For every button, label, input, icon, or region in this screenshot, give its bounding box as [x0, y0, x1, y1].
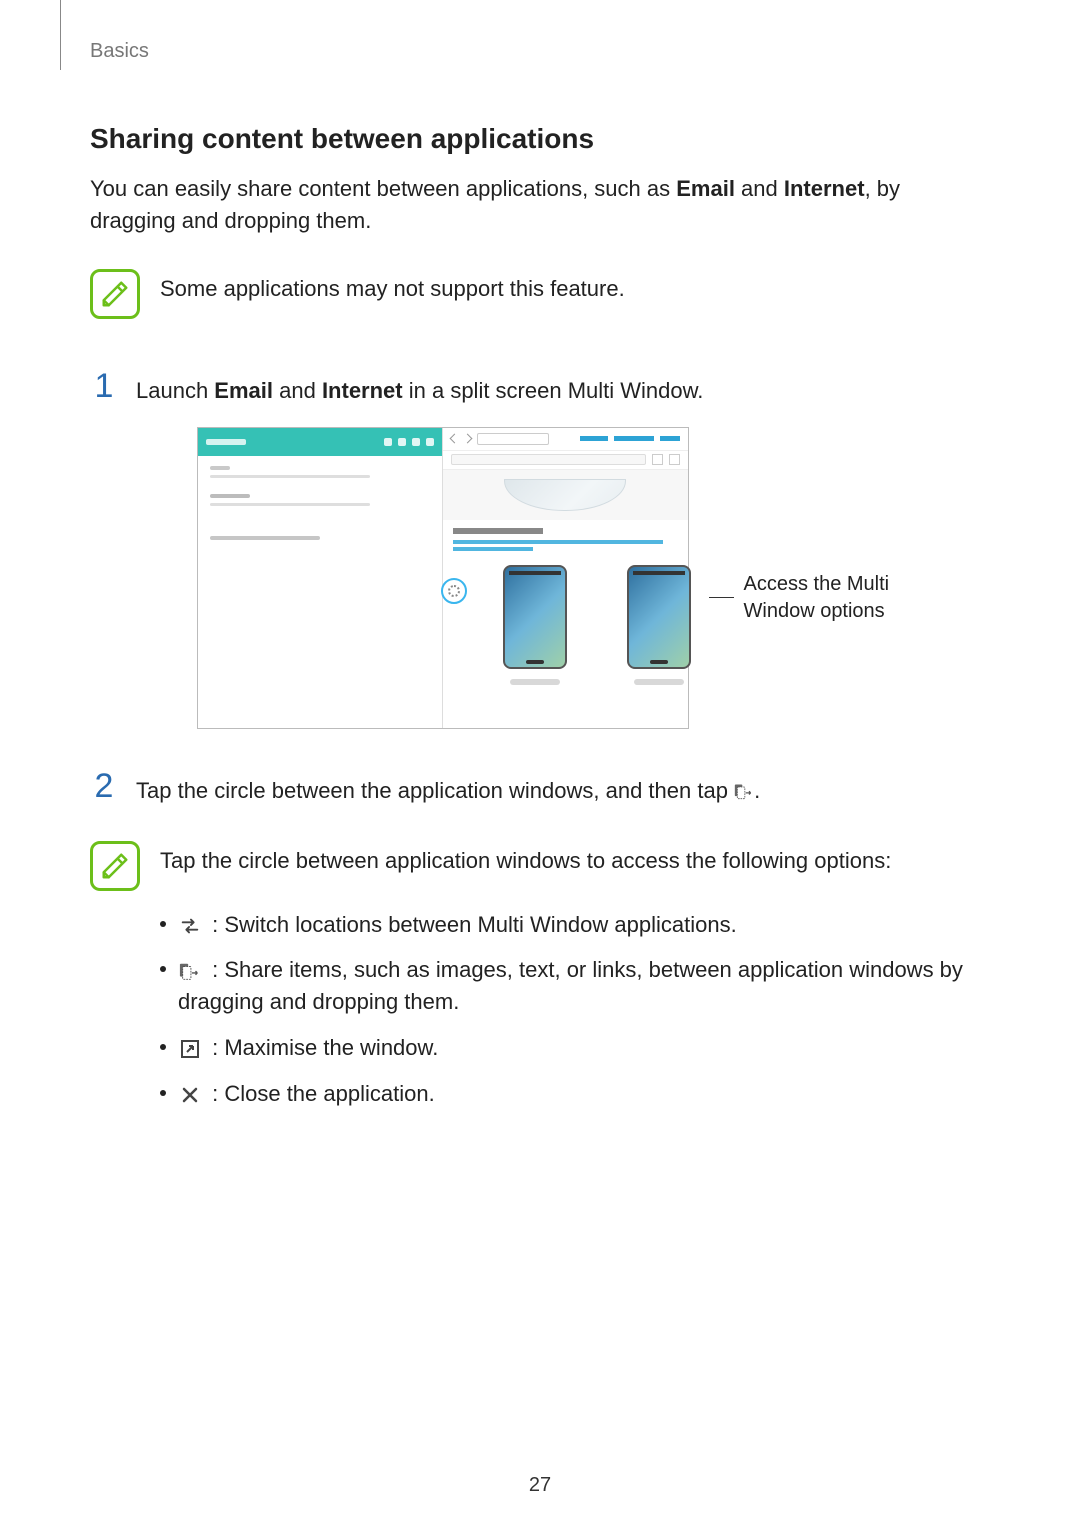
- step1-pre: Launch: [136, 378, 214, 403]
- step-1: 1 Launch Email and Internet in a split s…: [90, 369, 990, 407]
- option-share: : Share items, such as images, text, or …: [160, 954, 990, 1018]
- step-1-text: Launch Email and Internet in a split scr…: [136, 369, 703, 407]
- figure-right-pane: [443, 428, 688, 728]
- note-icon: [90, 269, 140, 319]
- step1-bold-internet: Internet: [322, 378, 403, 403]
- intro-bold-email: Email: [676, 176, 735, 201]
- option-switch-text: : Switch locations between Multi Window …: [206, 912, 737, 937]
- close-icon: [178, 1085, 202, 1105]
- switch-windows-icon: [178, 916, 202, 936]
- callout-text: Access the Multi Window options: [744, 571, 924, 625]
- figure-callout: Access the Multi Window options: [709, 571, 924, 625]
- intro-mid: and: [735, 176, 784, 201]
- note-block: Some applications may not support this f…: [90, 265, 990, 319]
- pencil-note-icon: [100, 851, 130, 881]
- section-title: Sharing content between applications: [90, 123, 990, 155]
- step1-bold-email: Email: [214, 378, 273, 403]
- page-number: 27: [529, 1474, 551, 1497]
- option-switch: : Switch locations between Multi Window …: [160, 909, 990, 941]
- figure-wrapper: Access the Multi Window options: [90, 427, 990, 729]
- step2-pre: Tap the circle between the application w…: [136, 778, 734, 803]
- header-rule: [0, 0, 61, 70]
- note-text: Some applications may not support this f…: [160, 265, 625, 305]
- options-intro-text: Tap the circle between application windo…: [160, 837, 891, 877]
- intro-pre: You can easily share content between app…: [90, 176, 676, 201]
- share-drag-icon: [178, 962, 202, 982]
- option-maximise: : Maximise the window.: [160, 1032, 990, 1064]
- split-screen-figure: [197, 427, 689, 729]
- intro-paragraph: You can easily share content between app…: [90, 173, 990, 237]
- option-maximise-text: : Maximise the window.: [206, 1035, 438, 1060]
- phone-preview: [627, 565, 691, 669]
- share-drag-icon: [734, 783, 754, 801]
- option-close: : Close the application.: [160, 1078, 990, 1110]
- options-note: Tap the circle between application windo…: [90, 837, 990, 891]
- step1-mid: and: [273, 378, 322, 403]
- option-share-text: : Share items, such as images, text, or …: [178, 957, 963, 1014]
- step-2-text: Tap the circle between the application w…: [136, 769, 760, 807]
- step-number: 2: [90, 769, 118, 803]
- step1-post: in a split screen Multi Window.: [403, 378, 704, 403]
- breadcrumb: Basics: [90, 40, 990, 63]
- options-list: : Switch locations between Multi Window …: [160, 909, 990, 1110]
- pencil-note-icon: [100, 279, 130, 309]
- note-icon: [90, 841, 140, 891]
- intro-bold-internet: Internet: [784, 176, 865, 201]
- phone-preview: [503, 565, 567, 669]
- option-close-text: : Close the application.: [206, 1081, 435, 1106]
- maximise-icon: [178, 1039, 202, 1059]
- step-number: 1: [90, 369, 118, 403]
- figure-email-header: [198, 428, 442, 456]
- multiwindow-handle-icon: [441, 578, 467, 604]
- step2-post: .: [754, 778, 760, 803]
- step-2: 2 Tap the circle between the application…: [90, 769, 990, 807]
- figure-left-pane: [198, 428, 443, 728]
